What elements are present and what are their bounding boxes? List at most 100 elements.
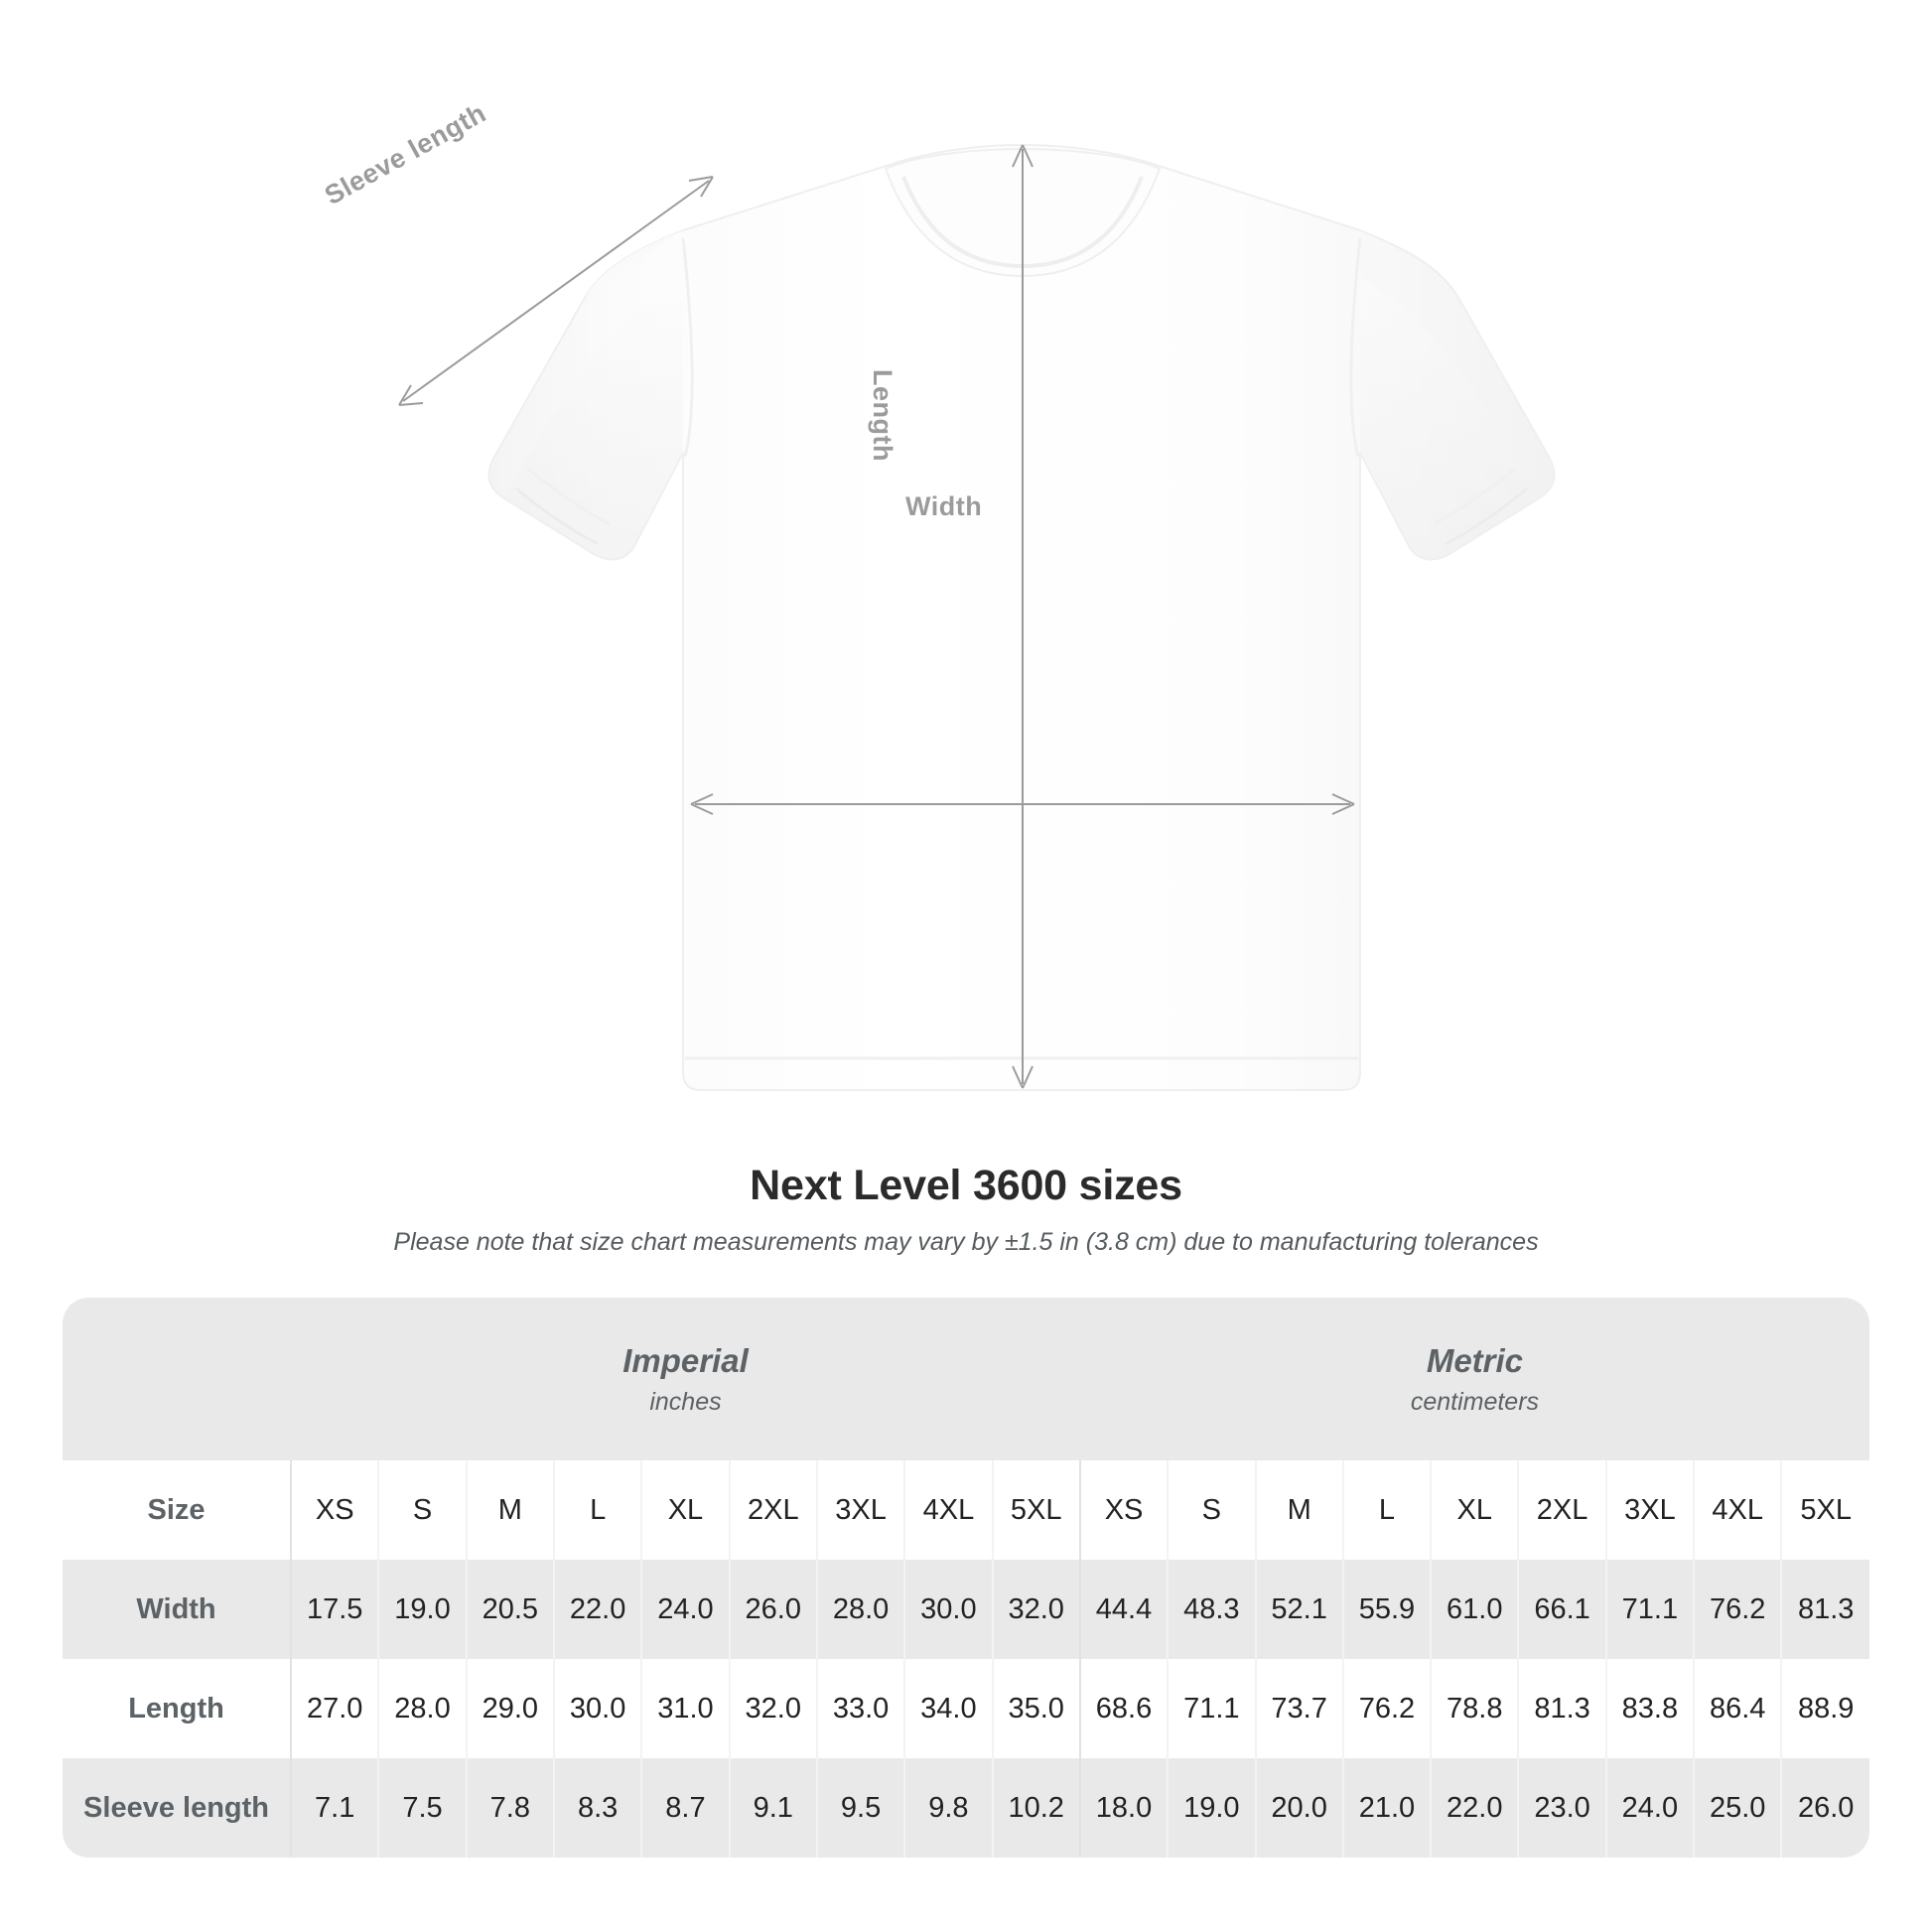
- tshirt-diagram: Sleeve length Length Width: [320, 97, 1556, 1091]
- measurement-cell: 7.1: [290, 1758, 379, 1858]
- measurement-row-label: Width: [63, 1560, 292, 1659]
- unit-system-row: Imperial inches Metric centimeters: [63, 1298, 1869, 1460]
- measurement-cell: 28.0: [815, 1560, 905, 1659]
- measurement-cell: 20.5: [465, 1560, 554, 1659]
- length-label: Length: [868, 369, 897, 462]
- size-header-cell: 3XL: [815, 1460, 905, 1560]
- measurement-cell: 21.0: [1341, 1758, 1432, 1858]
- size-header-cell: 2XL: [1517, 1460, 1606, 1560]
- measurement-cell: 44.4: [1078, 1560, 1169, 1659]
- size-header-cell: M: [465, 1460, 554, 1560]
- table-row: Width 17.5 19.0 20.5 22.0 24.0 26.0 28.0 30.0 32.…: [63, 1560, 1869, 1659]
- measurement-cell: 18.0: [1078, 1758, 1169, 1858]
- tshirt-illustration: [398, 143, 1556, 1091]
- measurement-cell: 35.0: [991, 1659, 1080, 1758]
- measurement-cell: 29.0: [465, 1659, 554, 1758]
- measurement-cell: 9.8: [903, 1758, 993, 1858]
- size-header-cell: 2XL: [728, 1460, 817, 1560]
- size-header-row: Size XS S M L XL 2XL 3XL 4XL 5XL XS S M L XL 2XL 3XL 4XL 5…: [63, 1460, 1869, 1560]
- measurement-cell: 76.2: [1341, 1659, 1432, 1758]
- measurement-cell: 26.0: [1780, 1758, 1869, 1858]
- measurement-cell: 31.0: [640, 1659, 730, 1758]
- measurement-cell: 30.0: [552, 1659, 642, 1758]
- sleeve-dimension-line: [398, 176, 714, 406]
- size-chart-table: Imperial inches Metric centimeters Size XS S M L…: [63, 1298, 1869, 1858]
- size-header-cell: 4XL: [1693, 1460, 1782, 1560]
- measurement-cell: 30.0: [903, 1560, 993, 1659]
- unit-system-unit: inches: [649, 1388, 722, 1417]
- measurement-cell: 17.5: [290, 1560, 379, 1659]
- measurement-cell: 73.7: [1254, 1659, 1343, 1758]
- measurement-cell: 71.1: [1167, 1659, 1256, 1758]
- size-header-cell: S: [377, 1460, 467, 1560]
- measurement-cell: 7.5: [377, 1758, 467, 1858]
- measurement-cell: 25.0: [1693, 1758, 1782, 1858]
- measurement-cell: 32.0: [728, 1659, 817, 1758]
- measurement-cell: 19.0: [377, 1560, 467, 1659]
- measurement-cell: 24.0: [640, 1560, 730, 1659]
- measurement-cell: 55.9: [1341, 1560, 1432, 1659]
- measurement-cell: 88.9: [1780, 1659, 1869, 1758]
- measurement-cell: 19.0: [1167, 1758, 1256, 1858]
- unit-row-spacer: [63, 1298, 292, 1460]
- unit-system-unit: centimeters: [1410, 1388, 1540, 1417]
- measurement-cell: 9.1: [728, 1758, 817, 1858]
- measurement-row-label: Length: [63, 1659, 292, 1758]
- measurement-cell: 7.8: [465, 1758, 554, 1858]
- title-block: Next Level 3600 sizes Please note that s…: [0, 1162, 1932, 1257]
- size-header-cell: 3XL: [1604, 1460, 1695, 1560]
- size-header-cell: M: [1254, 1460, 1343, 1560]
- tolerance-note: Please note that size chart measurements…: [393, 1228, 1539, 1256]
- measurement-cell: 86.4: [1693, 1659, 1782, 1758]
- measurement-cell: 78.8: [1430, 1659, 1519, 1758]
- table-row: Length 27.0 28.0 29.0 30.0 31.0 32.0 33.0 34.0 35…: [63, 1659, 1869, 1758]
- measurement-cell: 34.0: [903, 1659, 993, 1758]
- size-header-cell: 4XL: [903, 1460, 993, 1560]
- measurement-cell: 66.1: [1517, 1560, 1606, 1659]
- size-header-cell: 5XL: [991, 1460, 1080, 1560]
- measurement-cell: 26.0: [728, 1560, 817, 1659]
- size-header-cell: L: [1341, 1460, 1432, 1560]
- measurement-cell: 8.3: [552, 1758, 642, 1858]
- measurement-row-label: Sleeve length: [63, 1758, 292, 1858]
- measurement-cell: 71.1: [1604, 1560, 1695, 1659]
- size-header-cell: XS: [1078, 1460, 1169, 1560]
- measurement-cell: 81.3: [1780, 1560, 1869, 1659]
- measurement-cell: 52.1: [1254, 1560, 1343, 1659]
- measurement-cell: 20.0: [1254, 1758, 1343, 1858]
- unit-system-header-imperial: Imperial inches: [291, 1298, 1080, 1460]
- measurement-cell: 8.7: [640, 1758, 730, 1858]
- unit-system-name: Imperial: [622, 1341, 749, 1379]
- measurement-cell: 27.0: [290, 1659, 379, 1758]
- measurement-cell: 9.5: [815, 1758, 905, 1858]
- dimension-lines: [398, 144, 1355, 1089]
- size-header-cell: XL: [640, 1460, 730, 1560]
- size-header-cell: XS: [290, 1460, 379, 1560]
- measurement-cell: 28.0: [377, 1659, 467, 1758]
- unit-system-header-metric: Metric centimeters: [1079, 1298, 1869, 1460]
- measurement-cell: 48.3: [1167, 1560, 1256, 1659]
- measurement-cell: 83.8: [1604, 1659, 1695, 1758]
- measurement-cell: 22.0: [1430, 1758, 1519, 1858]
- measurement-cell: 61.0: [1430, 1560, 1519, 1659]
- size-header-cell: S: [1167, 1460, 1256, 1560]
- measurement-cell: 76.2: [1693, 1560, 1782, 1659]
- measurement-cell: 32.0: [991, 1560, 1080, 1659]
- table-row: Sleeve length 7.1 7.5 7.8 8.3 8.7 9.1 9.5 9.8 10.…: [63, 1758, 1869, 1858]
- measurement-cell: 33.0: [815, 1659, 905, 1758]
- size-header-cell: XL: [1430, 1460, 1519, 1560]
- measurement-cell: 23.0: [1517, 1758, 1606, 1858]
- width-label: Width: [905, 491, 983, 521]
- page-title: Next Level 3600 sizes: [750, 1162, 1182, 1209]
- measurement-cell: 10.2: [991, 1758, 1080, 1858]
- measurement-cell: 68.6: [1078, 1659, 1169, 1758]
- size-header-cell: L: [552, 1460, 642, 1560]
- measurement-cell: 22.0: [552, 1560, 642, 1659]
- size-chart-table-wrap: Imperial inches Metric centimeters Size XS S M L…: [63, 1298, 1869, 1858]
- size-column-label: Size: [63, 1460, 292, 1560]
- width-dimension-line: [690, 793, 1355, 815]
- length-dimension-line: [1012, 144, 1034, 1089]
- measurement-cell: 81.3: [1517, 1659, 1606, 1758]
- measurement-cell: 24.0: [1604, 1758, 1695, 1858]
- unit-system-name: Metric: [1426, 1341, 1524, 1379]
